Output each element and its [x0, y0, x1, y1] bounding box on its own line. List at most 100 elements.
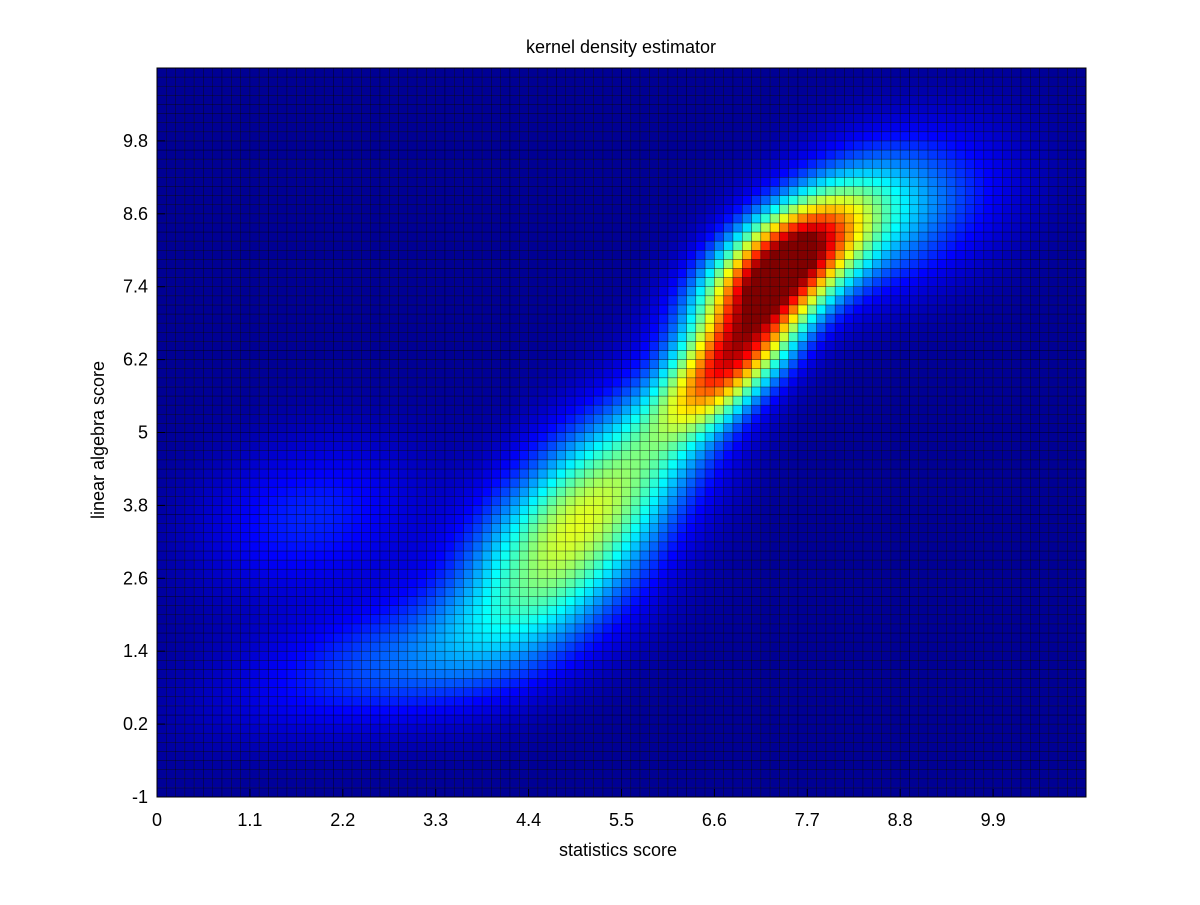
- heatmap-cell: [491, 650, 501, 661]
- heatmap-cell: [389, 259, 399, 269]
- heatmap-cell: [686, 532, 697, 543]
- heatmap-cell: [231, 550, 241, 561]
- heatmap-cell: [342, 742, 353, 752]
- heatmap-cell: [686, 587, 697, 597]
- heatmap-cell: [537, 505, 548, 515]
- heatmap-cell: [732, 687, 743, 698]
- heatmap-cell: [314, 732, 325, 743]
- heatmap-cell: [361, 332, 371, 342]
- heatmap-cell: [500, 76, 511, 87]
- heatmap-cell: [500, 359, 511, 369]
- heatmap-cell: [714, 177, 724, 187]
- heatmap-cell: [630, 368, 641, 379]
- heatmap-cell: [695, 477, 706, 488]
- heatmap-cell: [686, 231, 697, 242]
- heatmap-cell: [704, 359, 715, 369]
- heatmap-cell: [444, 377, 455, 388]
- heatmap-cell: [379, 468, 390, 479]
- heatmap-cell: [277, 568, 288, 579]
- heatmap-cell: [221, 596, 232, 606]
- heatmap-cell: [500, 158, 511, 169]
- heatmap-cell: [398, 532, 409, 543]
- heatmap-cell: [658, 177, 669, 187]
- heatmap-cell: [286, 687, 297, 698]
- heatmap-cell: [389, 578, 399, 588]
- heatmap-cell: [166, 67, 176, 78]
- heatmap-cell: [676, 496, 687, 506]
- heatmap-cell: [416, 650, 427, 661]
- heatmap-cell: [342, 85, 353, 96]
- heatmap-cell: [166, 76, 176, 87]
- heatmap-cell: [389, 250, 399, 260]
- heatmap-cell: [361, 732, 371, 743]
- heatmap-cell: [704, 696, 715, 707]
- heatmap-cell: [584, 277, 594, 287]
- heatmap-cell: [444, 386, 455, 397]
- heatmap-cell: [630, 341, 641, 351]
- heatmap-cell: [426, 596, 436, 606]
- heatmap-cell: [342, 514, 353, 524]
- heatmap-cell: [258, 231, 269, 242]
- heatmap-cell: [231, 605, 241, 616]
- heatmap-cell: [519, 277, 529, 287]
- heatmap-cell: [389, 687, 399, 698]
- heatmap-cell: [556, 614, 567, 625]
- heatmap-cell: [389, 486, 399, 497]
- heatmap-cell: [305, 486, 316, 497]
- heatmap-cell: [621, 742, 632, 752]
- heatmap-cell: [611, 778, 622, 789]
- heatmap-cell: [221, 696, 232, 707]
- heatmap-cell: [658, 669, 669, 679]
- heatmap-cell: [426, 514, 436, 524]
- heatmap-cell: [714, 477, 724, 488]
- heatmap-cell: [184, 377, 195, 388]
- heatmap-cell: [407, 423, 418, 433]
- heatmap-cell: [714, 459, 724, 470]
- heatmap-cell: [184, 605, 195, 616]
- heatmap-cell: [565, 286, 576, 297]
- heatmap-cell: [472, 277, 483, 287]
- heatmap-cell: [426, 313, 436, 324]
- heatmap-cell: [231, 751, 241, 761]
- heatmap-cell: [602, 395, 613, 406]
- heatmap-cell: [500, 322, 511, 333]
- heatmap-cell: [686, 377, 697, 388]
- heatmap-cell: [593, 714, 604, 725]
- heatmap-cell: [231, 778, 241, 789]
- heatmap-cell: [454, 723, 464, 734]
- heatmap-cell: [593, 332, 604, 342]
- heatmap-cell: [667, 486, 678, 497]
- heatmap-cell: [584, 377, 594, 388]
- heatmap-cell: [398, 158, 409, 169]
- heatmap-cell: [193, 614, 204, 625]
- heatmap-cell: [519, 104, 529, 114]
- heatmap-cell: [565, 678, 576, 688]
- heatmap-cell: [268, 386, 279, 397]
- heatmap-cell: [528, 423, 539, 433]
- heatmap-cell: [528, 705, 539, 716]
- heatmap-cell: [593, 404, 604, 415]
- heatmap-cell: [602, 769, 613, 780]
- heatmap-cell: [240, 140, 251, 151]
- heatmap-cell: [621, 760, 632, 770]
- heatmap-cell: [574, 650, 585, 661]
- heatmap-cell: [556, 632, 567, 643]
- heatmap-cell: [166, 641, 176, 652]
- heatmap-cell: [193, 641, 204, 652]
- heatmap-cell: [723, 468, 734, 479]
- heatmap-cell: [323, 222, 334, 233]
- heatmap-cell: [463, 95, 474, 105]
- heatmap-cell: [695, 760, 706, 770]
- heatmap-cell: [565, 95, 576, 105]
- heatmap-cell: [686, 778, 697, 789]
- heatmap-cell: [602, 751, 613, 761]
- heatmap-cell: [286, 732, 297, 743]
- heatmap-cell: [407, 596, 418, 606]
- heatmap-cell: [193, 158, 204, 169]
- heatmap-cell: [658, 678, 669, 688]
- heatmap-cell: [379, 596, 390, 606]
- heatmap-cell: [286, 723, 297, 734]
- heatmap-cell: [426, 204, 436, 215]
- heatmap-cell: [231, 250, 241, 260]
- heatmap-cell: [732, 714, 743, 725]
